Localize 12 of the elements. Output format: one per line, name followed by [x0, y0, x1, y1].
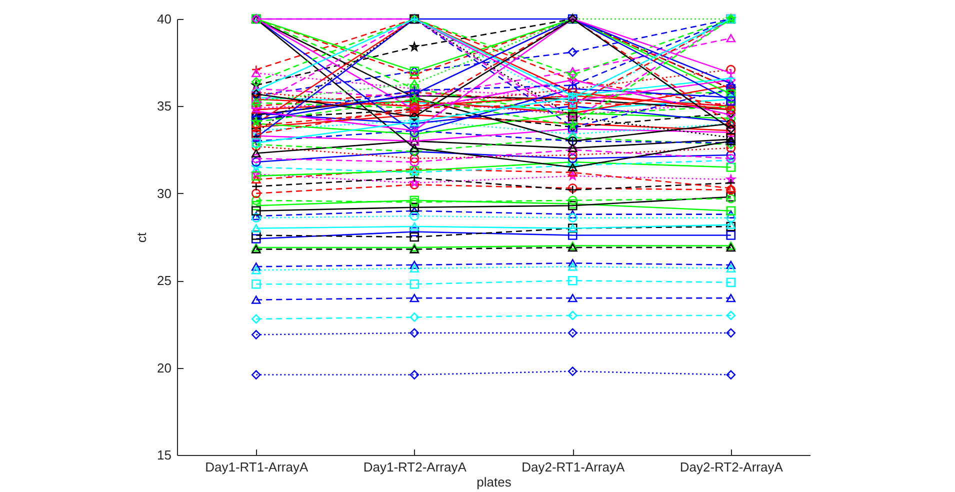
y-axis-title: ct	[134, 232, 150, 243]
y-tick-label: 15	[157, 448, 172, 462]
x-axis-title: plates	[476, 474, 512, 490]
y-tick-label: 20	[157, 360, 172, 376]
x-tick-label: Day1-RT2-ArrayA	[363, 460, 467, 474]
y-tick-label: 40	[157, 12, 172, 26]
y-tick-label: 30	[157, 186, 172, 201]
x-tick-label: Day2-RT1-ArrayA	[522, 460, 625, 474]
y-tick-label: 25	[157, 273, 172, 288]
x-tick-label: Day2-RT2-ArrayA	[680, 460, 784, 474]
y-tick-label: 35	[157, 98, 172, 114]
x-tick-label: Day1-RT1-ArrayA	[205, 460, 308, 474]
